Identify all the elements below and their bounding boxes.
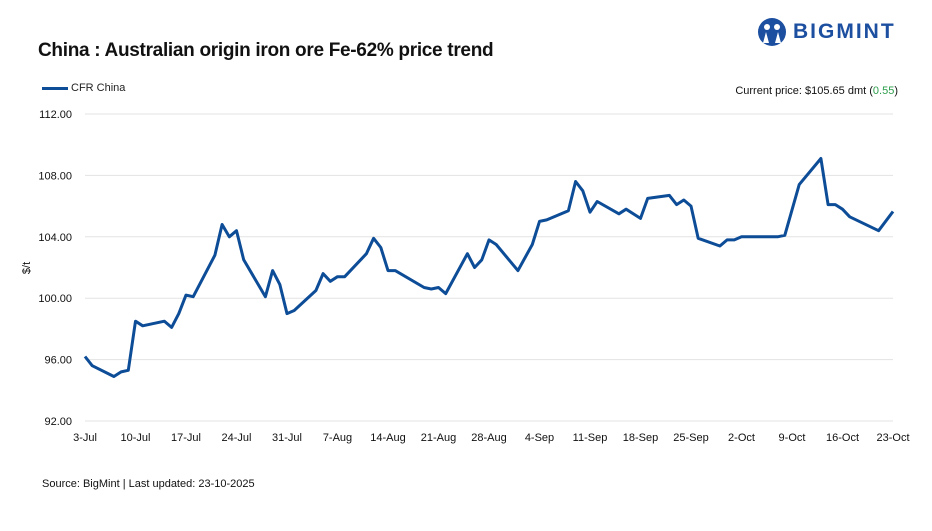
source-note: Source: BigMint | Last updated: 23-10-20… [42,478,255,490]
x-tick-label: 21-Aug [421,432,456,444]
legend-swatch [42,86,68,90]
chart-title: China : Australian origin iron ore Fe-62… [38,40,494,61]
y-tick-label: 92.00 [44,416,72,428]
series-line-cfr-china [83,157,895,378]
x-tick-label: 18-Sep [623,432,658,444]
x-tick-label: 11-Sep [573,432,608,444]
x-tick-label: 7-Aug [323,432,352,444]
price-change: 0.55 [872,85,895,97]
legend-label: CFR China [71,82,126,94]
x-tick-label: 31-Jul [272,432,302,444]
x-tick-label: 10-Jul [121,432,151,444]
legend: CFR China [42,82,125,94]
x-tick-label: 28-Aug [471,432,506,444]
x-tick-label: 17-Jul [171,432,201,444]
bigmint-logo: BIGMINT [757,17,896,47]
x-tick-label: 3-Jul [73,432,97,444]
x-tick-label: 4-Sep [525,432,554,444]
x-tick-label: 2-Oct [728,432,755,444]
current-price-label: Current price: $105.65 dmt ( [735,85,873,97]
bigmint-logo-icon [758,18,786,46]
x-tick-label: 23-Oct [876,432,909,444]
x-tick-label: 9-Oct [779,432,806,444]
y-axis-label: $/t [21,262,33,274]
y-tick-label: 104.00 [38,232,72,244]
y-tick-label: 108.00 [38,170,72,182]
y-tick-label: 100.00 [38,293,72,305]
logo-text: BIGMINT [793,20,896,43]
x-tick-label: 25-Sep [673,432,708,444]
current-price: Current price: $105.65 dmt (0.55) [735,85,898,97]
y-tick-label: 112.00 [39,109,72,121]
y-tick-label: 96.00 [44,355,72,367]
x-tick-label: 24-Jul [222,432,252,444]
x-tick-label: 16-Oct [826,432,859,444]
x-tick-label: 14-Aug [370,432,405,444]
current-price-close: ) [894,85,898,97]
